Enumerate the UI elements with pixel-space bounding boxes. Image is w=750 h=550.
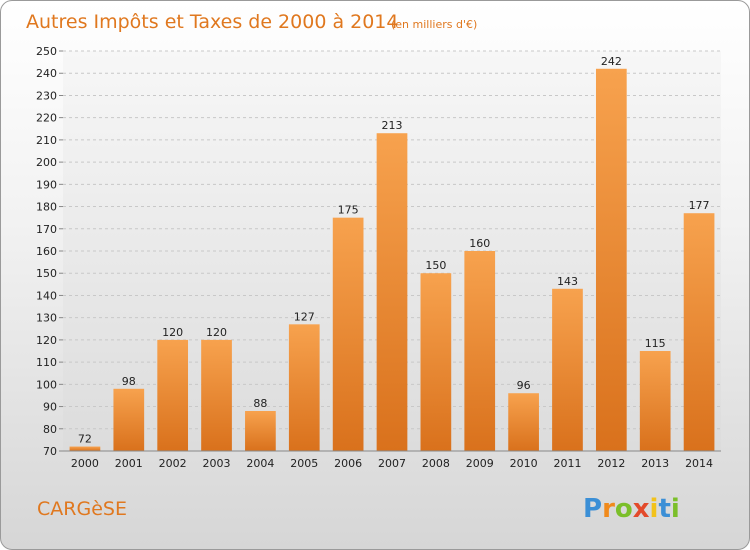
y-tick-label: 130: [36, 312, 57, 325]
bar-value-label: 127: [294, 310, 315, 323]
logo-letter: x: [633, 494, 650, 524]
y-axis-ticks: 70 80 90 100 110 120 130 140 150 160 170 180 190 200 2…: [36, 45, 63, 458]
bar-2009: [464, 251, 496, 451]
y-tick-label: 210: [36, 134, 57, 147]
bar-value-label: 175: [338, 204, 359, 217]
proxiti-logo: Proxiti: [583, 494, 680, 524]
logo-letter: r: [602, 494, 615, 524]
bar-2004: [245, 411, 276, 451]
bar-value-label: 96: [517, 379, 531, 392]
bar-2001: [113, 388, 145, 451]
bar-value-label: 120: [162, 326, 183, 339]
x-tick-label: 2007: [378, 457, 406, 470]
bar-2013: [639, 351, 671, 451]
y-tick-label: 160: [36, 245, 57, 258]
bar-value-label: 88: [253, 397, 267, 410]
y-tick-label: 110: [36, 356, 57, 369]
chart-subtitle: (en milliers d'€): [391, 18, 477, 31]
y-tick-label: 200: [36, 156, 57, 169]
town-name: CARGèSE: [37, 498, 127, 520]
x-tick-label: 2000: [71, 457, 99, 470]
y-tick-label: 180: [36, 201, 57, 214]
x-tick-label: 2003: [203, 457, 231, 470]
x-tick-label: 2008: [422, 457, 450, 470]
bar-2000: [69, 446, 101, 451]
y-tick-label: 240: [36, 67, 57, 80]
bar-2012: [595, 68, 627, 452]
y-tick-label: 80: [43, 423, 57, 436]
bar-2005: [288, 324, 320, 451]
y-tick-label: 140: [36, 289, 57, 302]
logo-letter: o: [615, 494, 633, 524]
chart-title: Autres Impôts et Taxes de 2000 à 2014: [26, 11, 399, 33]
bar-value-label: 120: [206, 326, 227, 339]
bar-value-label: 213: [382, 119, 403, 132]
y-tick-label: 70: [43, 445, 57, 458]
bars: 72 98 120 120 88 127 175 213 150 160 96 143 242 115 17…: [69, 55, 715, 452]
logo-letter: i: [650, 494, 659, 524]
x-tick-label: 2009: [466, 457, 494, 470]
y-tick-label: 220: [36, 112, 57, 125]
bar-2008: [420, 273, 452, 451]
bar-value-label: 115: [645, 337, 666, 350]
x-tick-label: 2014: [685, 457, 713, 470]
bar-value-label: 98: [122, 375, 136, 388]
y-tick-label: 150: [36, 267, 57, 280]
bar-value-label: 72: [78, 433, 92, 446]
bar-2006: [332, 217, 364, 451]
y-tick-label: 90: [43, 401, 57, 414]
bar-value-label: 150: [425, 259, 446, 272]
x-tick-label: 2013: [641, 457, 669, 470]
x-tick-label: 2010: [510, 457, 538, 470]
y-tick-label: 120: [36, 334, 57, 347]
bar-2011: [552, 288, 583, 451]
y-tick-label: 170: [36, 223, 57, 236]
logo-letter: P: [583, 494, 602, 524]
logo-letter: i: [671, 494, 680, 524]
logo-letter: t: [658, 494, 670, 524]
x-tick-label: 2001: [115, 457, 143, 470]
bar-2002: [157, 339, 189, 451]
bar-2007: [376, 133, 408, 451]
x-tick-label: 2006: [334, 457, 362, 470]
x-tick-label: 2002: [159, 457, 187, 470]
y-tick-label: 230: [36, 89, 57, 102]
x-tick-label: 2012: [597, 457, 625, 470]
bar-value-label: 143: [557, 275, 578, 288]
x-tick-label: 2011: [553, 457, 581, 470]
bar-value-label: 242: [601, 55, 622, 68]
y-tick-label: 190: [36, 178, 57, 191]
x-axis-ticks: 2000 2001 2002 2003 2004 2005 2006 2007 2008 2009…: [71, 457, 713, 470]
y-tick-label: 100: [36, 378, 57, 391]
x-tick-label: 2004: [246, 457, 274, 470]
x-tick-label: 2005: [290, 457, 318, 470]
bar-2014: [683, 213, 715, 451]
bar-2003: [201, 339, 232, 451]
bar-value-label: 177: [689, 199, 710, 212]
y-tick-label: 250: [36, 45, 57, 58]
bar-2010: [508, 393, 539, 451]
bar-value-label: 160: [469, 237, 490, 250]
